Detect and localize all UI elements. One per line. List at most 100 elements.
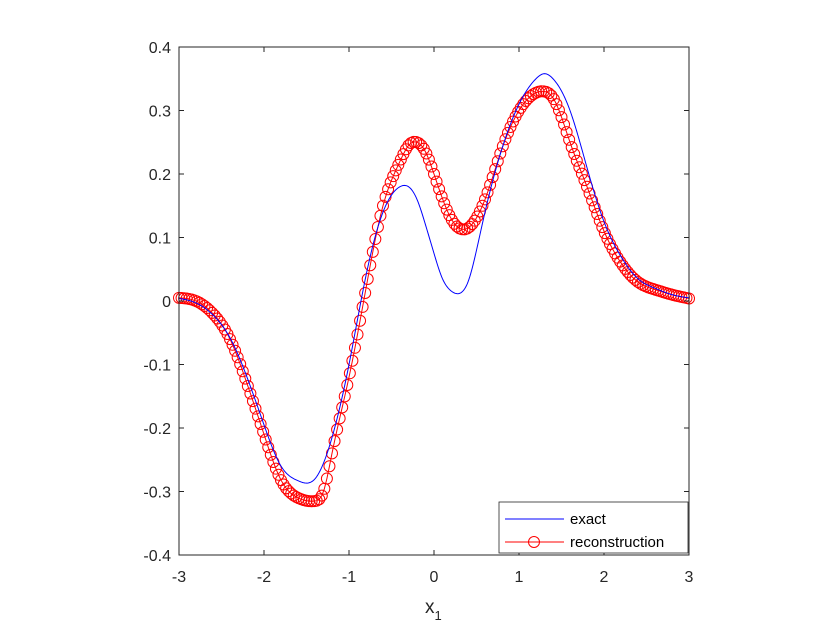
data-point [351, 328, 364, 341]
data-point [481, 186, 494, 199]
x-tick-label: 2 [600, 569, 609, 586]
data-point [456, 223, 469, 236]
data-point [369, 233, 382, 246]
legend: exact reconstruction [498, 501, 689, 554]
y-tick-label: -0.2 [143, 421, 171, 438]
data-point [359, 286, 372, 299]
data-point [387, 170, 400, 183]
data-point [346, 354, 359, 367]
data-point [379, 190, 392, 203]
y-tick-label: 0.3 [149, 104, 171, 121]
data-point [254, 418, 267, 431]
data-point [583, 187, 596, 200]
data-point [333, 412, 346, 425]
x-tick-label: -2 [257, 569, 271, 586]
data-point [231, 351, 244, 364]
data-point [313, 493, 326, 506]
data-point [249, 402, 262, 415]
data-point [504, 120, 517, 133]
data-point [328, 435, 341, 448]
data-point [348, 341, 361, 354]
data-point [338, 390, 351, 403]
x-axis-ticks: -3 -2 -1 0 1 2 3 [172, 47, 694, 586]
data-point [229, 344, 242, 357]
data-point [382, 183, 395, 196]
y-tick-label: 0 [162, 294, 171, 311]
data-point [535, 85, 548, 98]
x-axis-title-subscript: 1 [435, 608, 442, 623]
data-point [598, 227, 611, 240]
x-axis-title-main: x [425, 597, 435, 618]
plot-area-background [179, 47, 689, 555]
data-point [331, 423, 344, 436]
data-point [499, 133, 512, 146]
data-point [428, 168, 440, 180]
data-point [264, 448, 277, 461]
y-tick-label: -0.4 [143, 548, 171, 565]
data-point [489, 163, 502, 176]
x-tick-label: 3 [685, 569, 694, 586]
y-tick-label: 0.4 [149, 40, 171, 57]
data-point [573, 161, 586, 174]
data-point [272, 468, 285, 481]
data-point [596, 221, 609, 234]
data-point [425, 160, 438, 173]
data-point [494, 147, 507, 160]
data-point [550, 98, 563, 111]
data-point [560, 126, 573, 139]
data-point [323, 460, 336, 473]
data-point [552, 104, 565, 117]
legend-label-reconstruction: reconstruction [570, 534, 664, 551]
data-point [563, 133, 576, 146]
data-point [435, 190, 448, 203]
data-point [586, 194, 599, 207]
data-point [262, 441, 275, 454]
data-point [343, 367, 356, 380]
data-point [354, 314, 367, 327]
data-point [593, 214, 606, 227]
data-point [501, 126, 514, 139]
x-tick-label: -1 [342, 569, 356, 586]
data-point [259, 433, 272, 446]
data-point [269, 462, 282, 475]
data-point [257, 425, 270, 438]
data-point [420, 147, 433, 160]
x-tick-label: 0 [430, 569, 439, 586]
data-point [361, 273, 374, 286]
data-point [578, 174, 591, 187]
data-point [371, 220, 384, 233]
data-point [394, 153, 407, 166]
data-point [224, 333, 236, 346]
curves [173, 73, 695, 508]
data-point [575, 167, 588, 180]
data-point [389, 164, 402, 177]
legend-label-exact: exact [570, 511, 607, 528]
data-point [422, 153, 435, 166]
x-tick-label: -3 [172, 569, 186, 586]
data-point [433, 183, 446, 196]
data-point [476, 199, 489, 212]
y-axis-ticks: -0.4 -0.3 -0.2 -0.1 0 0.1 0.2 0.3 0.4 [143, 40, 689, 565]
data-point [558, 118, 571, 131]
data-point [326, 447, 338, 460]
data-point [588, 201, 601, 214]
data-point [226, 338, 239, 351]
legend-marker-reconstruction [528, 536, 540, 548]
data-point [384, 176, 397, 189]
data-point [570, 154, 583, 167]
data-point [364, 259, 377, 272]
data-point [341, 379, 354, 392]
data-point [438, 197, 451, 210]
data-point [565, 141, 578, 154]
data-point [320, 472, 333, 485]
data-point [252, 410, 265, 423]
data-point [392, 158, 405, 171]
data-point [479, 193, 491, 206]
data-point [491, 155, 504, 168]
x-axis-title: x1 [425, 597, 442, 623]
data-point [496, 140, 509, 153]
y-tick-label: -0.3 [143, 485, 171, 502]
y-tick-label: 0.2 [149, 167, 171, 184]
data-point [568, 148, 581, 161]
